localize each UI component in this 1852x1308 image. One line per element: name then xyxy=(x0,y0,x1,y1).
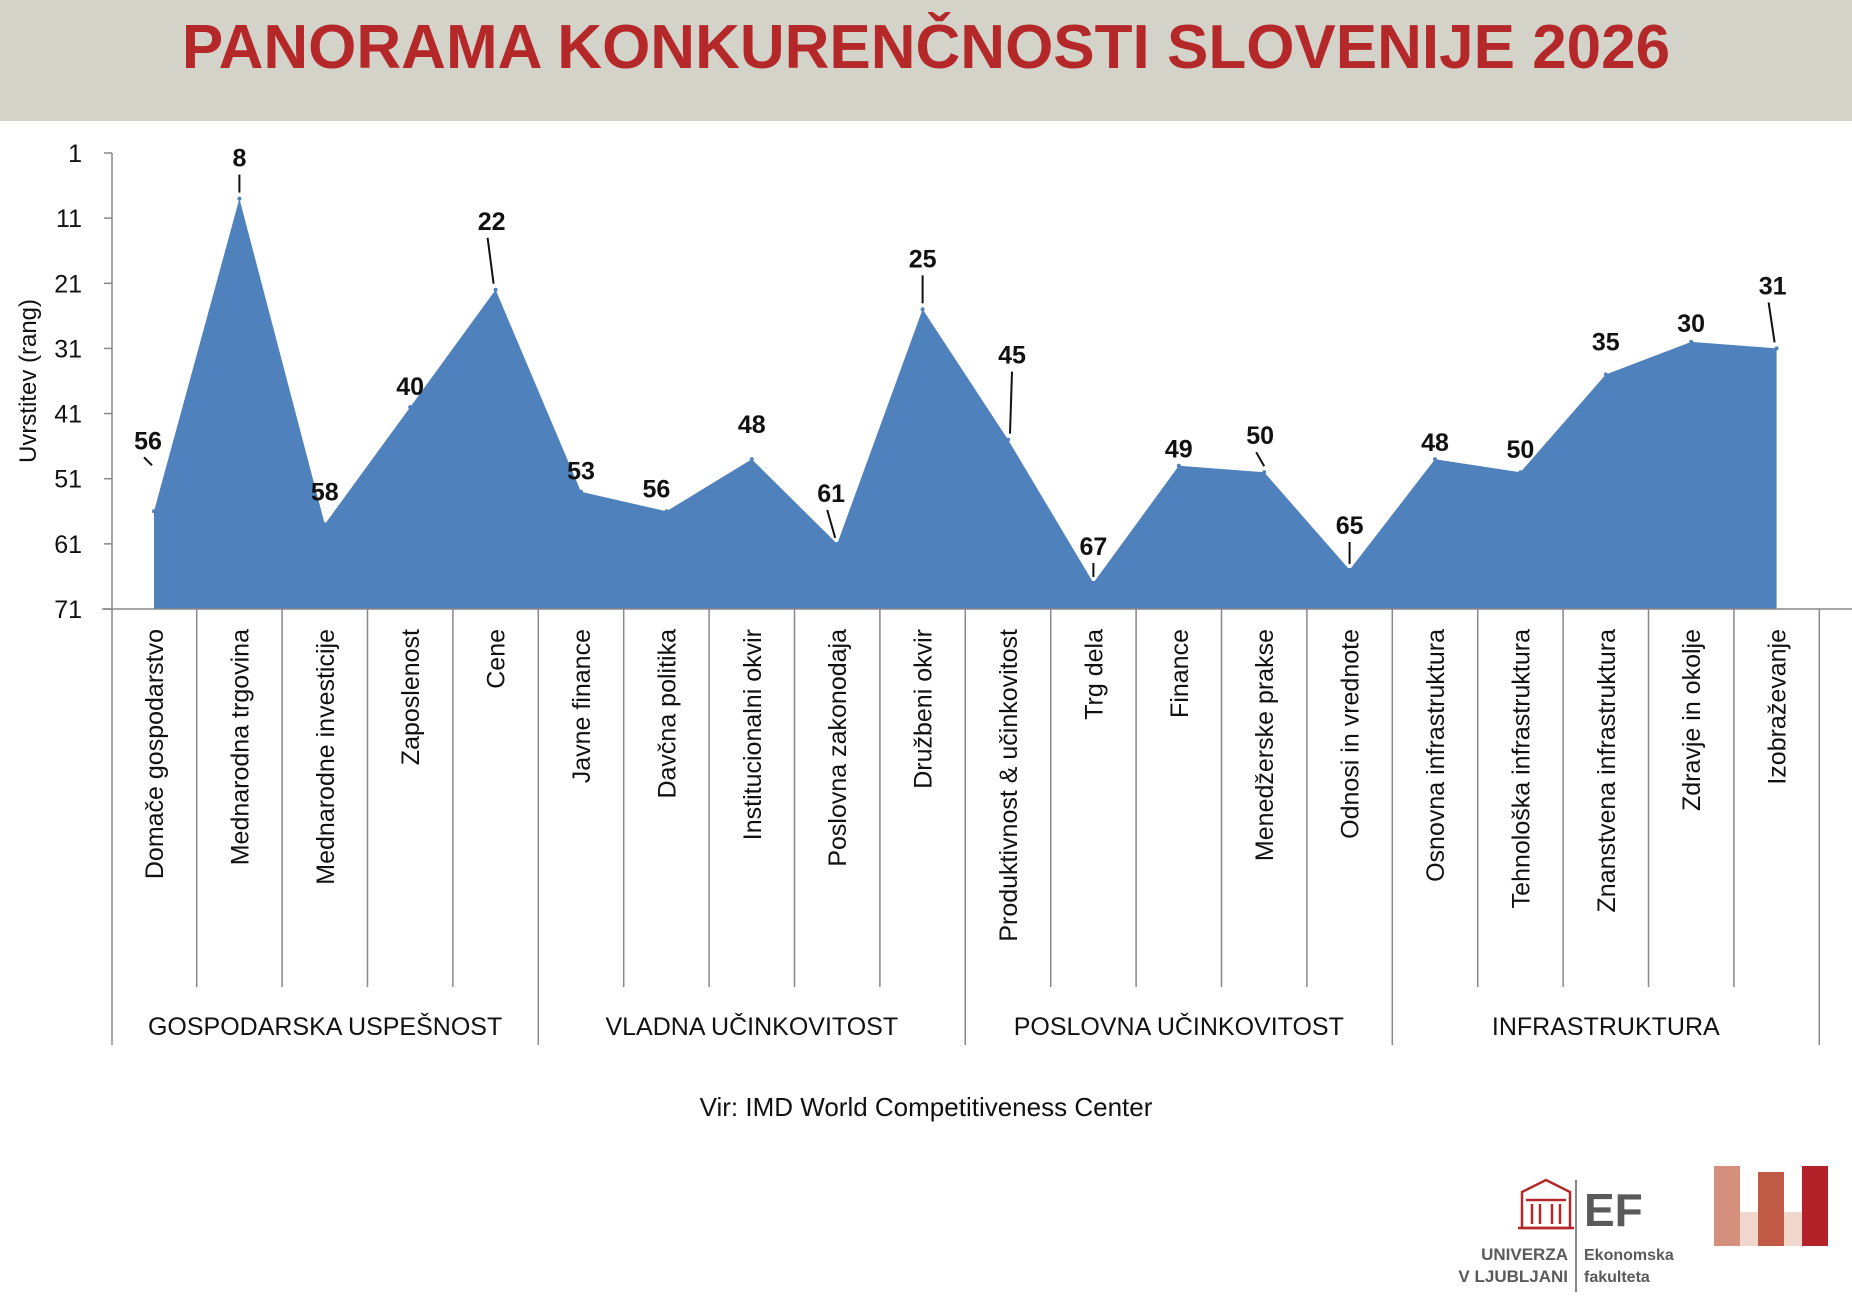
category-label: Domače gospodarstvo xyxy=(141,629,169,879)
data-label: 50 xyxy=(1506,436,1534,464)
data-label: 48 xyxy=(738,411,766,439)
category-label: Produktivnost & učinkovitost xyxy=(995,629,1023,942)
data-point xyxy=(579,489,583,494)
category-label: Zdravje in okolje xyxy=(1678,629,1706,811)
data-point xyxy=(1347,567,1352,572)
university-emblem-icon xyxy=(1518,1178,1574,1230)
category-label: Finance xyxy=(1166,629,1194,718)
y-tick-label: 11 xyxy=(56,205,82,233)
category-label: Menedžerske prakse xyxy=(1251,629,1279,861)
area-series xyxy=(154,198,1777,609)
category-label: Mednarodna trgovina xyxy=(226,629,254,865)
data-label: 48 xyxy=(1421,429,1449,457)
data-label: 22 xyxy=(478,208,506,236)
data-point xyxy=(920,307,925,312)
category-label: Znanstvena infrastruktura xyxy=(1593,629,1621,913)
category-label: Tehnološka infrastruktura xyxy=(1507,629,1535,908)
data-point xyxy=(493,287,498,292)
data-label-leader xyxy=(143,456,153,466)
group-label: GOSPODARSKA USPEŠNOST xyxy=(148,1012,502,1041)
data-point xyxy=(1091,580,1096,585)
data-point xyxy=(1518,470,1523,475)
group-label: INFRASTRUKTURA xyxy=(1492,1013,1720,1041)
group-label: POSLOVNA UČINKOVITOST xyxy=(1014,1012,1344,1041)
y-tick-label: 41 xyxy=(54,401,82,429)
category-label: Mednarodne investicije xyxy=(312,629,340,885)
data-label: 8 xyxy=(232,145,246,173)
group-label: VLADNA UČINKOVITOST xyxy=(605,1012,898,1041)
data-point xyxy=(1433,457,1437,462)
data-point xyxy=(749,457,754,462)
data-label: 67 xyxy=(1079,533,1107,561)
data-point xyxy=(152,509,156,514)
data-point xyxy=(835,541,840,546)
data-point xyxy=(1006,437,1010,442)
y-tick-label: 31 xyxy=(54,335,82,363)
data-point xyxy=(408,405,413,410)
data-label-leader xyxy=(1009,371,1013,434)
data-label-leader xyxy=(826,509,837,539)
y-tick-label: 51 xyxy=(54,466,82,494)
data-label: 53 xyxy=(567,458,595,486)
data-label: 65 xyxy=(1336,512,1364,540)
data-point xyxy=(1689,339,1694,344)
data-label: 56 xyxy=(642,475,670,503)
faculty-name-line1: Ekonomska xyxy=(1584,1247,1674,1264)
university-name-line2: V LJUBLJANI xyxy=(1458,1267,1568,1286)
y-tick-label: 21 xyxy=(54,270,82,298)
data-label: 35 xyxy=(1592,329,1620,357)
data-point xyxy=(664,509,669,514)
category-label: Institucionalni okvir xyxy=(739,629,767,840)
data-label: 40 xyxy=(396,373,424,401)
category-label: Trg dela xyxy=(1080,629,1108,720)
data-label: 49 xyxy=(1165,436,1193,464)
data-label: 31 xyxy=(1759,272,1787,300)
bars-logo-icon xyxy=(1714,1166,1828,1246)
source-note: Vir: IMD World Competitiveness Center xyxy=(699,1092,1153,1122)
category-label: Cene xyxy=(483,629,511,689)
data-point xyxy=(1262,470,1267,475)
category-label: Izobraževanje xyxy=(1764,629,1792,785)
category-label: Davčna politika xyxy=(653,629,681,799)
data-label-leader xyxy=(1767,302,1776,343)
data-point xyxy=(322,522,327,527)
header-band: PANORAMA KONKURENČNOSTI SLOVENIJE 2026 xyxy=(0,0,1852,121)
data-label-leader xyxy=(486,237,495,284)
data-label: 50 xyxy=(1246,422,1274,450)
category-label: Zaposlenost xyxy=(397,629,425,765)
data-point xyxy=(1603,372,1608,377)
y-tick-label: 1 xyxy=(68,140,82,168)
data-label: 58 xyxy=(311,478,339,506)
y-axis-title: Uvrstitev (rang) xyxy=(15,299,42,463)
data-label: 45 xyxy=(998,342,1026,370)
category-label: Osnovna infrastruktura xyxy=(1422,629,1450,882)
data-point xyxy=(1176,463,1181,468)
category-label: Javne finance xyxy=(568,629,596,783)
data-label: 56 xyxy=(134,427,162,455)
university-name-line1: UNIVERZA xyxy=(1481,1245,1568,1264)
y-tick-label: 71 xyxy=(54,596,82,624)
faculty-abbreviation: EF xyxy=(1584,1184,1643,1236)
data-label: 61 xyxy=(817,480,845,508)
page-title: PANORAMA KONKURENČNOSTI SLOVENIJE 2026 xyxy=(181,13,1671,82)
data-label-leader xyxy=(1255,451,1266,467)
data-point xyxy=(1774,346,1779,351)
faculty-name-line2: fakulteta xyxy=(1584,1269,1650,1286)
data-label: 30 xyxy=(1677,310,1705,338)
category-label: Družbeni okvir xyxy=(910,629,938,789)
y-tick-label: 61 xyxy=(54,531,82,559)
category-label: Odnosi in vrednote xyxy=(1337,629,1365,839)
category-label: Poslovna zakonodaja xyxy=(824,629,852,867)
data-point xyxy=(237,196,242,201)
data-label: 25 xyxy=(909,245,937,273)
